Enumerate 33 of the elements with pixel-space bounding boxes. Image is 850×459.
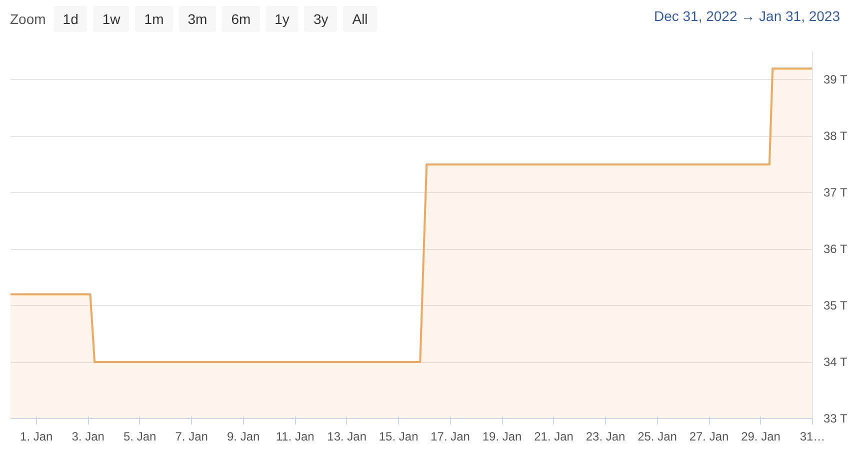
text: Dec 31, 2022 → Jan 31, 2023 <box>654 7 840 26</box>
x-tick-label: 29. Jan <box>741 430 780 444</box>
x-tick-label: 21. Jan <box>534 430 574 444</box>
text: 3y <box>304 6 338 32</box>
text: 1d <box>54 6 88 32</box>
x-tick-label: 15. Jan <box>378 430 418 444</box>
x-tick-label: 19. Jan <box>482 430 522 444</box>
x-tick-label: 13. Jan <box>327 430 367 444</box>
x-tick-label: 7. Jan <box>175 430 208 444</box>
x-tick-label: 5. Jan <box>124 430 156 444</box>
y-tick-label: 39 T <box>824 72 848 87</box>
y-tick-label: 37 T <box>824 186 848 200</box>
y-tick-label: 38 T <box>824 129 848 144</box>
y-tick-label: 33 T <box>824 412 848 426</box>
x-tick-label: 9. Jan <box>226 430 260 444</box>
x-tick-label: 1. Jan <box>20 430 53 444</box>
x-tick-label: 17. Jan <box>430 430 470 444</box>
x-tick-label: 31… <box>800 430 826 444</box>
x-tick-label: 25. Jan <box>638 430 677 444</box>
text: 3m <box>178 6 216 32</box>
y-tick-label: 35 T <box>824 298 848 313</box>
y-tick-label: 36 T <box>824 242 848 256</box>
text: 1y <box>266 6 298 32</box>
text: Zoom <box>10 11 46 27</box>
y-tick-label: 34 T <box>824 355 848 370</box>
x-tick-label: 11. Jan <box>276 430 314 444</box>
x-tick-label: 3. Jan <box>72 430 104 444</box>
x-tick-label: 27. Jan <box>689 430 729 444</box>
text: 1w <box>93 6 130 32</box>
text: 1m <box>135 6 173 32</box>
x-tick-label: 23. Jan <box>586 430 626 444</box>
text: 6m <box>222 6 260 32</box>
text: All <box>343 6 377 32</box>
